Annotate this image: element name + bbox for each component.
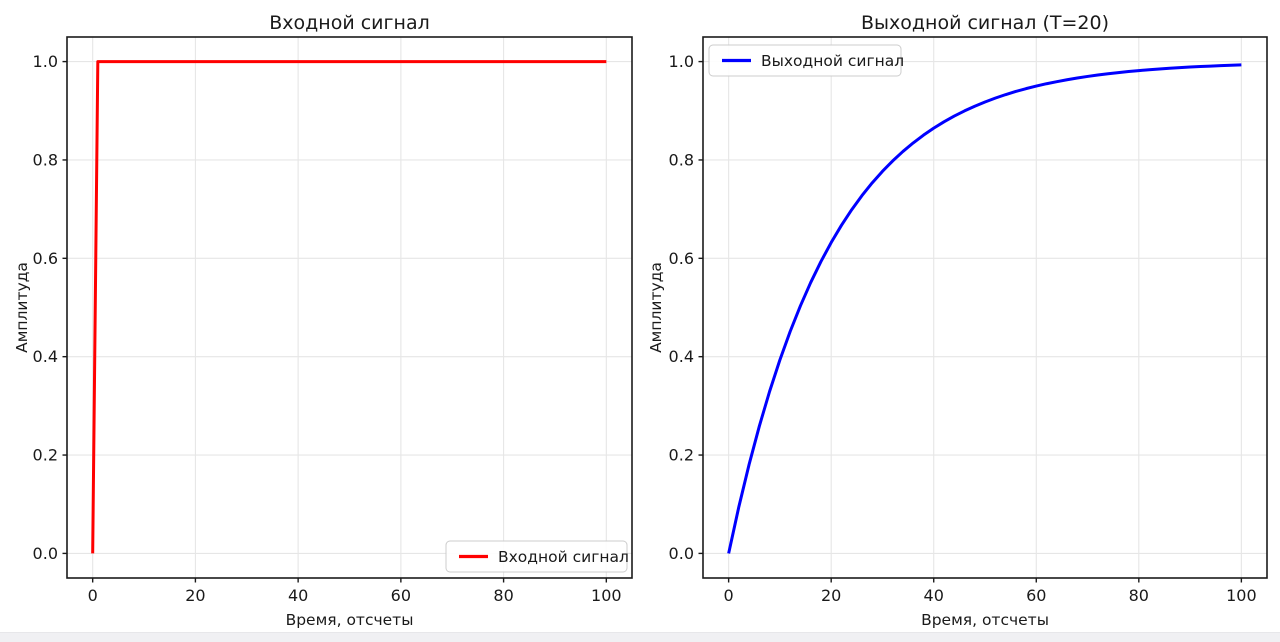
y-tick-label: 0.0: [33, 544, 58, 563]
y-tick-label: 0.4: [669, 347, 694, 366]
x-tick-label: 100: [1226, 586, 1257, 605]
left-yaxis-label: Амплитуда: [13, 262, 31, 353]
series-line-1: [727, 63, 1242, 554]
y-tick-label: 0.4: [33, 347, 58, 366]
right-legend-label: Выходной сигнал: [761, 52, 904, 70]
bottom-bar: [0, 632, 1280, 642]
legend-box: [708, 44, 902, 77]
x-tick-label: 40: [924, 586, 944, 605]
axes-frame: [702, 36, 1268, 579]
y-tick-label: 0.6: [669, 249, 694, 268]
x-tick-label: 100: [591, 586, 622, 605]
x-tick-label: 60: [391, 586, 411, 605]
left-xaxis-label: Время, отсчеты: [286, 611, 414, 629]
subplot-0: 0 20 40 60 80 100 0.0 0.2 0.4 0.6 0.8 1.0: [33, 36, 633, 605]
generated-chart-layer: 0 20 40 60 80 100 0.0 0.2 0.4 0.6 0.8 1.0 0 20 40 60 80 1…: [33, 36, 1268, 605]
right-xaxis-label: Время, отсчеты: [921, 611, 1049, 629]
y-tick-label: 0.0: [669, 544, 694, 563]
x-tick-label: 40: [288, 586, 308, 605]
right-chart-title: Выходной сигнал (T=20): [861, 12, 1109, 34]
legend-box: [445, 540, 628, 573]
x-tick-label: 80: [493, 586, 513, 605]
y-tick-label: 0.6: [33, 249, 58, 268]
y-tick-label: 0.2: [669, 446, 694, 465]
left-legend-label: Входной сигнал: [498, 548, 629, 566]
right-yaxis-label: Амплитуда: [647, 262, 665, 353]
y-tick-label: 0.8: [33, 150, 58, 169]
x-tick-label: 60: [1026, 586, 1046, 605]
y-tick-label: 1.0: [33, 52, 58, 71]
axes-frame: [66, 36, 633, 579]
y-tick-label: 1.0: [669, 52, 694, 71]
subplot-1: 0 20 40 60 80 100 0.0 0.2 0.4 0.6 0.8 1.0: [669, 36, 1268, 605]
x-tick-label: 20: [185, 586, 205, 605]
x-tick-label: 0: [724, 586, 734, 605]
x-tick-label: 80: [1129, 586, 1149, 605]
series-line-0: [91, 60, 607, 554]
x-tick-label: 20: [821, 586, 841, 605]
x-tick-label: 0: [88, 586, 98, 605]
left-chart-title: Входной сигнал: [269, 12, 429, 34]
y-tick-label: 0.2: [33, 446, 58, 465]
y-tick-label: 0.8: [669, 150, 694, 169]
